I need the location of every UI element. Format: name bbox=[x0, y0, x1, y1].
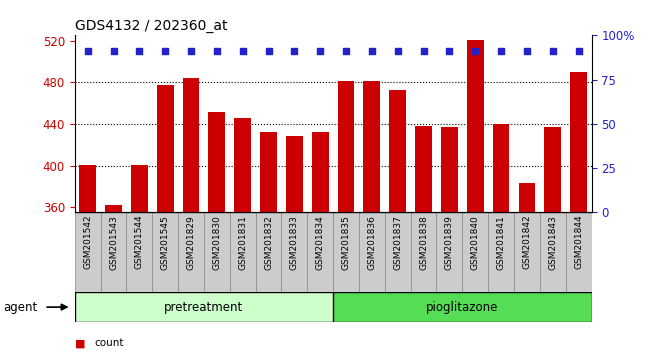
Bar bbox=[204, 212, 230, 292]
Point bbox=[573, 48, 584, 54]
Text: GSM201834: GSM201834 bbox=[316, 215, 325, 269]
Bar bbox=[234, 118, 251, 212]
Point bbox=[83, 48, 93, 54]
Point bbox=[109, 48, 119, 54]
Text: GSM201836: GSM201836 bbox=[367, 215, 376, 270]
Text: count: count bbox=[94, 338, 124, 348]
Text: GSM201842: GSM201842 bbox=[523, 215, 532, 269]
Text: agent: agent bbox=[3, 301, 38, 314]
Bar bbox=[441, 127, 458, 212]
Bar bbox=[126, 212, 152, 292]
Point bbox=[160, 48, 170, 54]
Bar bbox=[467, 40, 484, 212]
Point bbox=[212, 48, 222, 54]
Point bbox=[393, 48, 403, 54]
Text: GSM201830: GSM201830 bbox=[213, 215, 222, 270]
Bar bbox=[307, 212, 333, 292]
Point bbox=[263, 48, 274, 54]
Text: GSM201838: GSM201838 bbox=[419, 215, 428, 270]
Bar bbox=[101, 212, 126, 292]
Point bbox=[237, 48, 248, 54]
Bar bbox=[337, 81, 354, 212]
Bar bbox=[183, 78, 200, 212]
Text: GSM201543: GSM201543 bbox=[109, 215, 118, 269]
Bar bbox=[540, 212, 566, 292]
Bar bbox=[359, 212, 385, 292]
Bar bbox=[566, 212, 592, 292]
Bar bbox=[333, 212, 359, 292]
Bar bbox=[519, 183, 536, 212]
Text: pretreatment: pretreatment bbox=[164, 301, 244, 314]
Point bbox=[522, 48, 532, 54]
Point bbox=[289, 48, 300, 54]
Bar bbox=[281, 212, 307, 292]
Bar bbox=[488, 212, 514, 292]
Bar bbox=[286, 136, 303, 212]
Text: GSM201837: GSM201837 bbox=[393, 215, 402, 270]
Text: GSM201542: GSM201542 bbox=[83, 215, 92, 269]
Bar bbox=[131, 165, 148, 212]
Bar bbox=[462, 212, 488, 292]
Text: GSM201841: GSM201841 bbox=[497, 215, 506, 269]
Text: GSM201829: GSM201829 bbox=[187, 215, 196, 269]
Bar bbox=[333, 292, 592, 322]
Bar bbox=[411, 212, 437, 292]
Text: GSM201544: GSM201544 bbox=[135, 215, 144, 269]
Bar bbox=[385, 212, 411, 292]
Bar bbox=[514, 212, 539, 292]
Bar bbox=[493, 124, 510, 212]
Point bbox=[470, 48, 480, 54]
Point bbox=[547, 48, 558, 54]
Bar bbox=[152, 212, 178, 292]
Bar bbox=[312, 132, 329, 212]
Bar bbox=[75, 292, 333, 322]
Point bbox=[496, 48, 506, 54]
Point bbox=[134, 48, 144, 54]
Bar bbox=[255, 212, 281, 292]
Text: GDS4132 / 202360_at: GDS4132 / 202360_at bbox=[75, 19, 228, 33]
Point bbox=[367, 48, 377, 54]
Bar bbox=[209, 113, 226, 212]
Text: GSM201844: GSM201844 bbox=[574, 215, 583, 269]
Text: GSM201833: GSM201833 bbox=[290, 215, 299, 270]
Bar bbox=[437, 212, 462, 292]
Bar bbox=[105, 205, 122, 212]
Bar bbox=[157, 85, 174, 212]
Point bbox=[341, 48, 351, 54]
Text: GSM201832: GSM201832 bbox=[264, 215, 273, 269]
Text: ■: ■ bbox=[75, 338, 85, 348]
Point bbox=[419, 48, 429, 54]
Bar bbox=[230, 212, 255, 292]
Point bbox=[315, 48, 326, 54]
Text: GSM201839: GSM201839 bbox=[445, 215, 454, 270]
Bar bbox=[79, 165, 96, 212]
Text: GSM201843: GSM201843 bbox=[548, 215, 557, 269]
Bar bbox=[363, 81, 380, 212]
Text: GSM201840: GSM201840 bbox=[471, 215, 480, 269]
Bar bbox=[570, 72, 587, 212]
Bar bbox=[75, 212, 101, 292]
Point bbox=[186, 48, 196, 54]
Bar bbox=[415, 126, 432, 212]
Point bbox=[444, 48, 454, 54]
Text: GSM201545: GSM201545 bbox=[161, 215, 170, 269]
Bar bbox=[389, 90, 406, 212]
Bar bbox=[178, 212, 204, 292]
Text: GSM201831: GSM201831 bbox=[238, 215, 247, 270]
Text: GSM201835: GSM201835 bbox=[341, 215, 350, 270]
Bar bbox=[544, 127, 561, 212]
Text: pioglitazone: pioglitazone bbox=[426, 301, 499, 314]
Bar bbox=[260, 132, 277, 212]
